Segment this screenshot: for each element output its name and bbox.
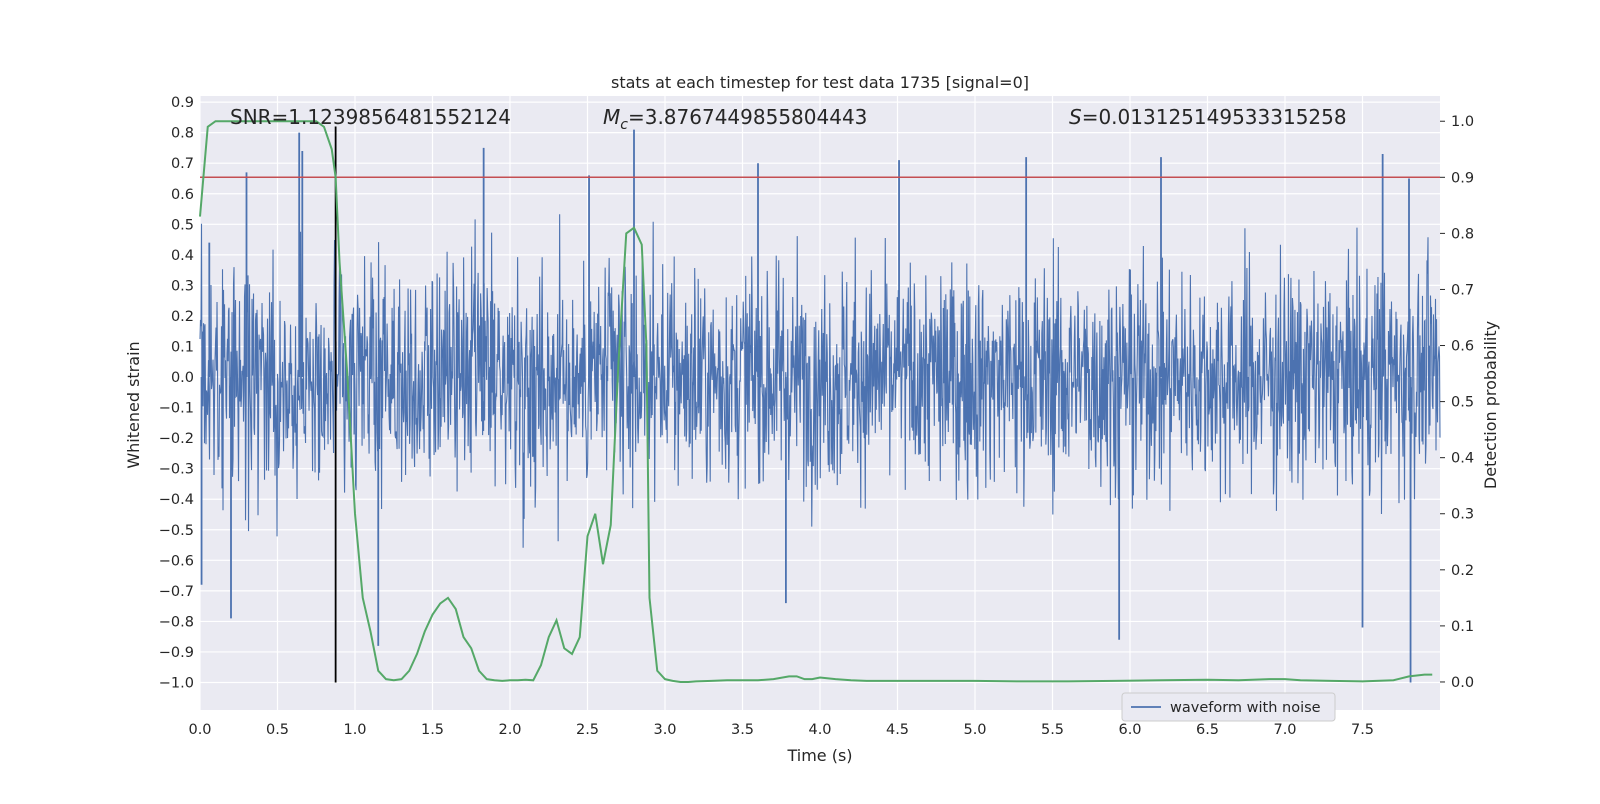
waveform-line <box>199 214 1441 548</box>
y-tick-label: −0.4 <box>159 492 194 508</box>
x-tick-label: 6.0 <box>1118 722 1141 738</box>
y-tick-label: −0.3 <box>159 462 194 478</box>
y-tick-label: 0.3 <box>171 278 194 294</box>
x-tick-label: 7.0 <box>1273 722 1296 738</box>
y2-tick-label: 0.2 <box>1451 563 1474 579</box>
y-tick-label: 0.5 <box>171 217 194 233</box>
y-axis-label: Whitened strain <box>124 341 143 468</box>
y2-tick-label: 0.0 <box>1451 675 1474 691</box>
s-annotation: S=0.013125149533315258 <box>1069 105 1347 129</box>
x-tick-label: 1.5 <box>421 722 444 738</box>
y2-axis-ticks: 1.0 0.9 0.8 0.7 0.6 0.5 0.4 0.3 0.2 0.1 0.0 <box>1440 114 1474 691</box>
y-tick-label: −0.5 <box>159 523 194 539</box>
y2-axis-label: Detection probability <box>1481 321 1500 489</box>
y-tick-label: −0.9 <box>159 645 194 661</box>
y2-tick-label: 0.4 <box>1451 451 1474 467</box>
x-tick-label: 4.5 <box>886 722 909 738</box>
y2-tick-label: 1.0 <box>1451 114 1474 130</box>
y-tick-label: −0.7 <box>159 584 194 600</box>
y2-tick-label: 0.9 <box>1451 170 1474 186</box>
x-tick-label: 0.5 <box>266 722 289 738</box>
y-tick-label: 0.7 <box>171 156 194 172</box>
x-tick-label: 1.0 <box>343 722 366 738</box>
y2-tick-label: 0.6 <box>1451 339 1474 355</box>
y2-tick-label: 0.3 <box>1451 507 1474 523</box>
y-tick-label: 0.9 <box>171 95 194 111</box>
y-tick-label: −1.0 <box>159 676 194 692</box>
y-tick-label: −0.1 <box>159 401 194 417</box>
x-tick-label: 3.0 <box>653 722 676 738</box>
detection-probability-line <box>199 120 1433 683</box>
chirp-mass-annotation: Mc=3.8767449855804443 <box>603 105 867 133</box>
overlay <box>199 120 1440 683</box>
x-tick-label: 5.0 <box>963 722 986 738</box>
x-tick-label: 2.5 <box>576 722 599 738</box>
legend-box <box>1121 692 1336 722</box>
y-tick-label: 0.4 <box>171 248 194 264</box>
y2-tick-label: 0.7 <box>1451 282 1474 298</box>
legend-label: waveform with noise <box>1170 700 1321 716</box>
y-tick-label: 0.8 <box>171 126 194 142</box>
x-tick-label: 4.0 <box>808 722 831 738</box>
y-tick-label: 0.6 <box>171 187 194 203</box>
snr-annotation: SNR=1.1239856481552124 <box>230 105 511 129</box>
x-tick-label: 3.5 <box>731 722 754 738</box>
y-tick-label: 0.0 <box>171 370 194 386</box>
y-tick-label: 0.2 <box>171 309 194 325</box>
y-tick-label: −0.2 <box>159 431 194 447</box>
y2-tick-label: 0.8 <box>1451 226 1474 242</box>
y-tick-label: −0.6 <box>159 553 194 569</box>
x-tick-label: 7.5 <box>1351 722 1374 738</box>
y-axis-ticks: 0.9 0.8 0.7 0.6 0.5 0.4 0.3 0.2 0.1 0.0 −0.1 −0.2 −0… <box>159 95 194 691</box>
x-tick-label: 2.0 <box>498 722 521 738</box>
y2-tick-label: 0.1 <box>1451 619 1474 635</box>
x-tick-label: 5.5 <box>1041 722 1064 738</box>
x-axis-ticks: 0.0 0.5 1.0 1.5 2.0 2.5 3.0 3.5 4.0 4.5 5.0 5.5 6.0 6… <box>188 722 1374 738</box>
y-tick-label: 0.1 <box>171 339 194 355</box>
waveform-with-noise-series <box>199 129 1441 683</box>
x-tick-label: 6.5 <box>1196 722 1219 738</box>
chart-title: stats at each timestep for test data 173… <box>611 73 1029 92</box>
y2-tick-label: 0.5 <box>1451 395 1474 411</box>
x-tick-label: 0.0 <box>188 722 211 738</box>
legend: waveform with noise <box>1121 692 1336 722</box>
y-tick-label: −0.8 <box>159 614 194 630</box>
x-axis-label: Time (s) <box>786 746 852 765</box>
